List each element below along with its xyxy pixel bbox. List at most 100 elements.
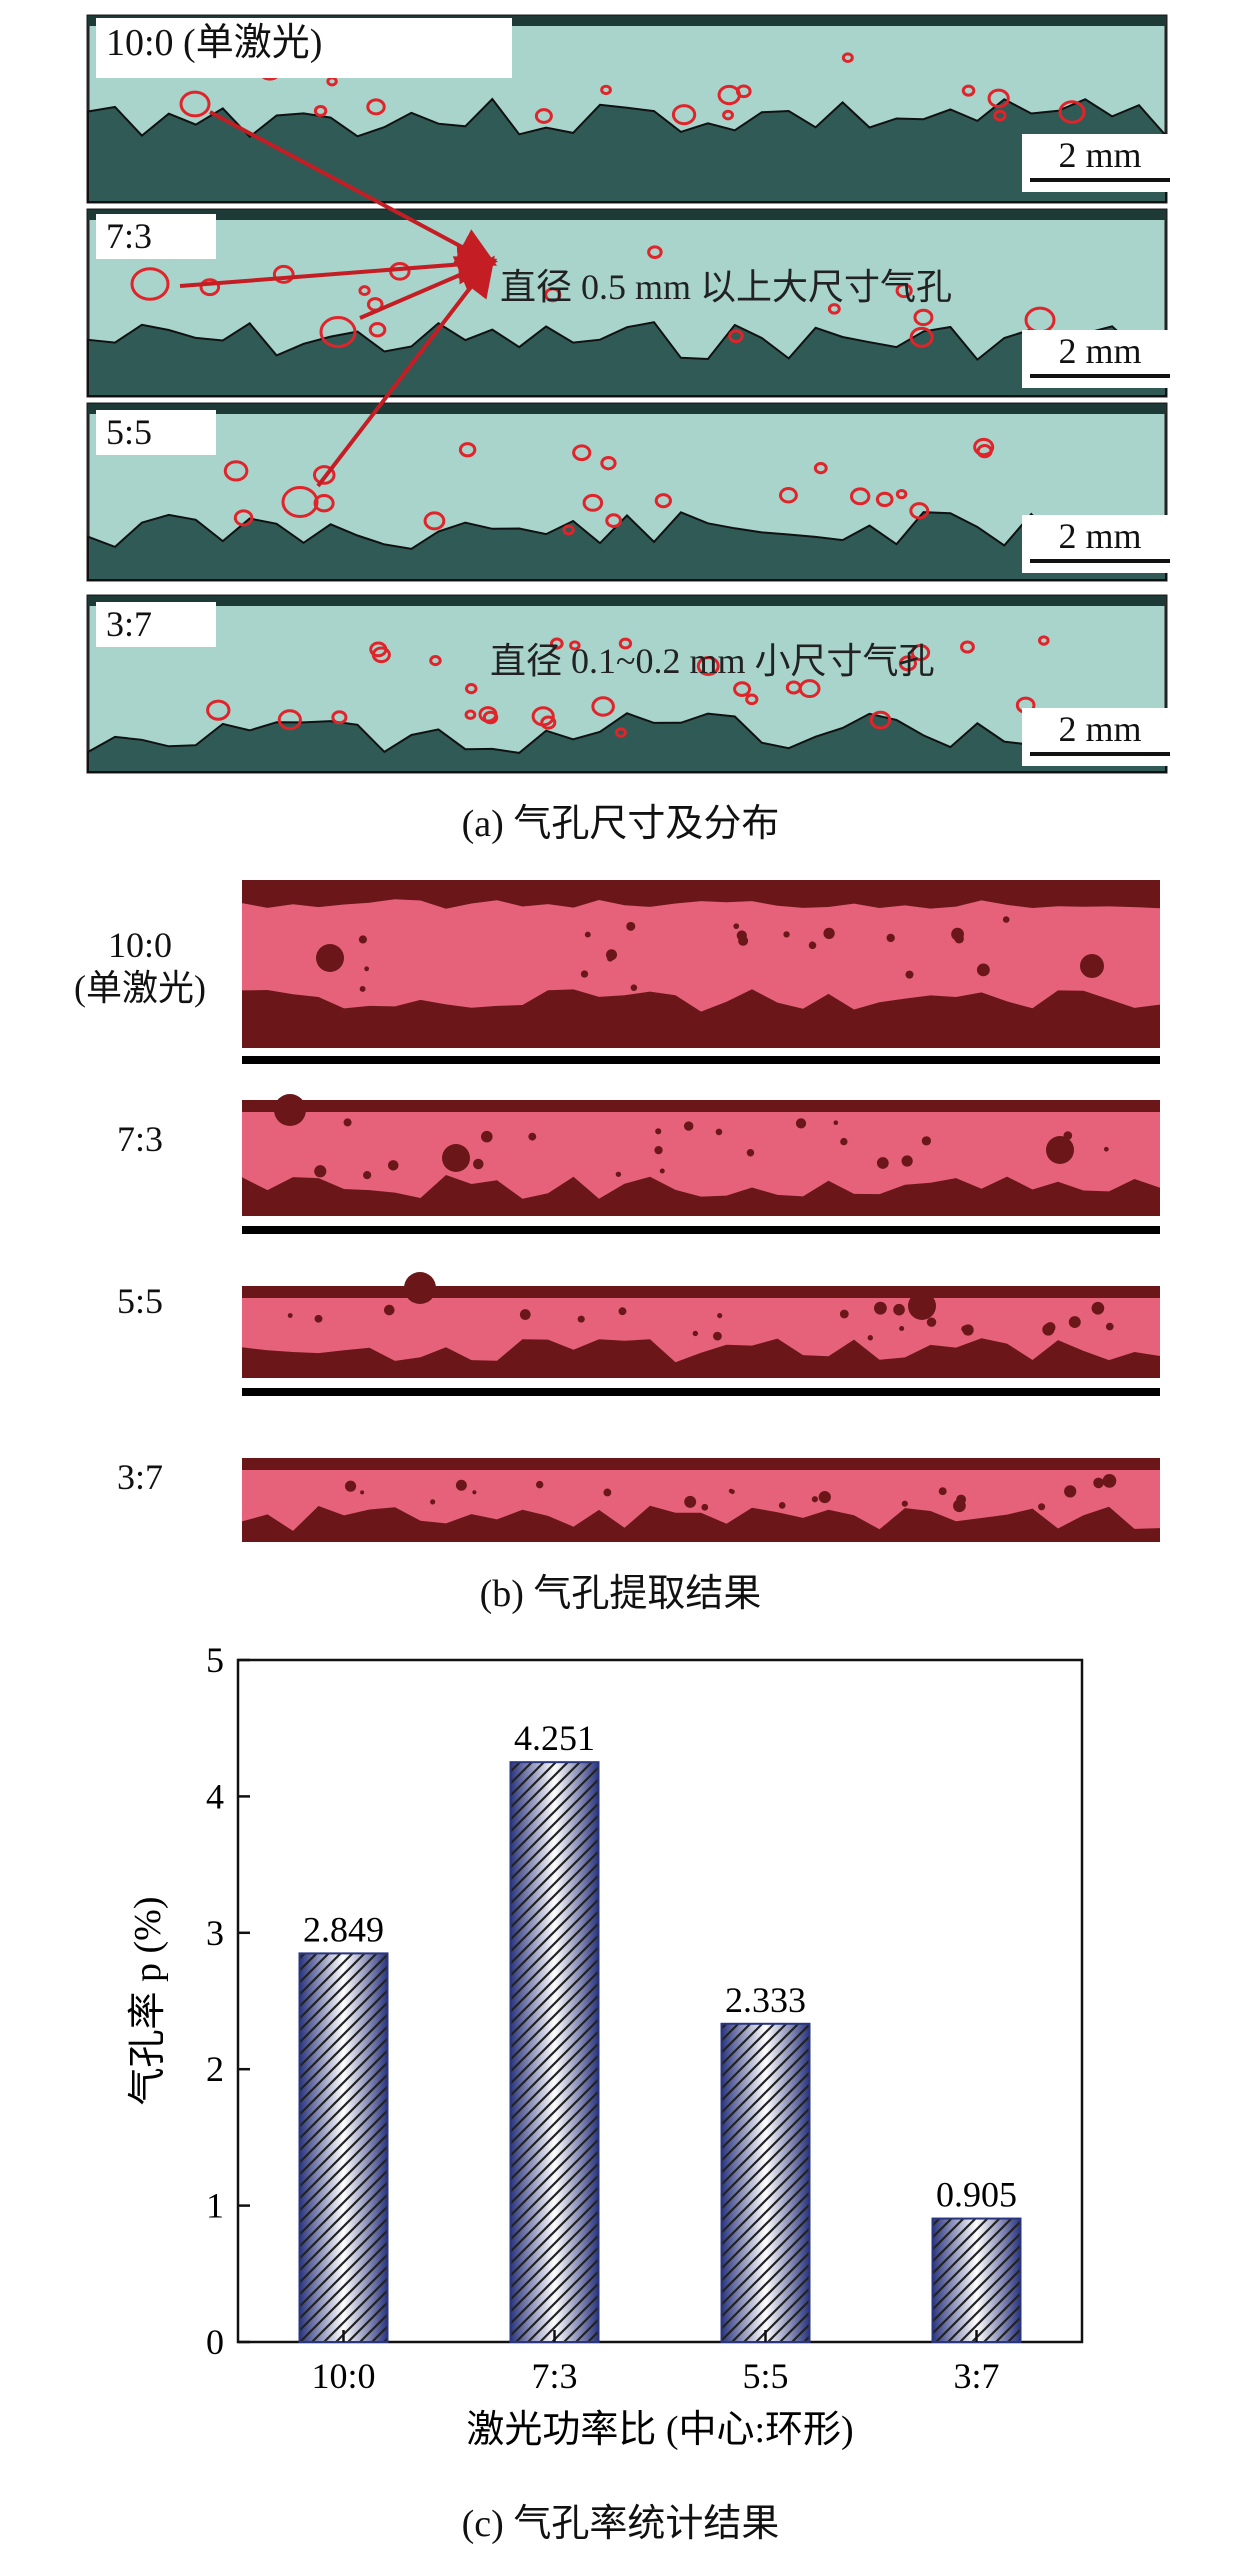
pore-outline bbox=[614, 727, 627, 738]
pore-outline bbox=[895, 283, 913, 299]
pore-outline bbox=[591, 696, 615, 717]
extracted-pore bbox=[344, 1480, 357, 1492]
pore-outline bbox=[534, 108, 553, 124]
pore-outline bbox=[366, 98, 386, 116]
pore-outline bbox=[569, 640, 581, 651]
large-pore-outline bbox=[281, 486, 319, 518]
pore-outline bbox=[582, 493, 604, 512]
pore-outline bbox=[973, 437, 995, 457]
ratio-label-5-5: 5:5 bbox=[116, 1281, 163, 1321]
bar-value-label: 4.251 bbox=[514, 1718, 595, 1758]
annotation-large-pores: 直径 0.5 mm 以上大尺寸气孔 bbox=[500, 267, 953, 307]
extracted-pore bbox=[1068, 1316, 1081, 1329]
extracted-pore bbox=[1064, 1485, 1077, 1498]
extracted-pore bbox=[364, 966, 370, 972]
extracted-pore bbox=[384, 1304, 395, 1316]
pore-outline bbox=[313, 105, 328, 117]
pore-outline bbox=[464, 709, 477, 720]
extracted-pore bbox=[654, 1146, 663, 1155]
pore-outline bbox=[600, 84, 612, 96]
extracted-pore bbox=[630, 984, 638, 991]
x-tick-label: 7:3 bbox=[531, 2356, 577, 2396]
pore-outline bbox=[909, 326, 934, 348]
top-edge bbox=[88, 16, 1166, 26]
extracted-pore bbox=[778, 1501, 786, 1509]
scale-bar-label: 2 mm bbox=[1058, 516, 1142, 556]
pore-outline bbox=[458, 442, 477, 458]
sample-label-3-7: 3:7 bbox=[96, 602, 216, 648]
ratio-label-7-3: 7:3 bbox=[116, 1119, 163, 1159]
pore-outline bbox=[745, 693, 759, 706]
pore-outline bbox=[572, 444, 592, 462]
pore-outline bbox=[206, 699, 231, 721]
pore-outline bbox=[960, 640, 975, 654]
extracted-pore bbox=[1105, 1322, 1114, 1331]
x-tick-label: 3:7 bbox=[953, 2356, 999, 2396]
extracted-pore bbox=[715, 1128, 723, 1136]
pore-outline bbox=[600, 456, 617, 471]
pore-outline bbox=[671, 104, 697, 126]
large-pore-outline bbox=[130, 267, 170, 301]
extracted-pore bbox=[528, 1132, 537, 1141]
sample-label-5-5: 5:5 bbox=[96, 410, 216, 456]
y-axis-label: 气孔率 p (%) bbox=[127, 1897, 169, 2106]
pore-outline bbox=[696, 656, 720, 676]
extracted-pore bbox=[1042, 1323, 1055, 1336]
pore-outline bbox=[562, 524, 575, 536]
pore-outline bbox=[313, 494, 335, 513]
extracted-pore bbox=[893, 1303, 905, 1316]
y-tick-label: 3 bbox=[206, 1913, 224, 1953]
extracted-pore bbox=[577, 1315, 585, 1323]
pore-outline bbox=[798, 679, 821, 699]
extracted-large-pore bbox=[1046, 1136, 1074, 1164]
top-edge bbox=[242, 1056, 1160, 1064]
pore-outline bbox=[849, 487, 871, 506]
extracted-pore bbox=[584, 931, 591, 938]
extracted-pore bbox=[839, 1309, 849, 1319]
bar-value-label: 2.333 bbox=[725, 1980, 806, 2020]
porosity-bar-chart: 0 1 2 3 4 5 2.849 10:0 4.251 7:3 2.333 5:5 0.905 3:7 激… bbox=[127, 1640, 1084, 2451]
extracted-pore bbox=[976, 963, 990, 977]
caption-a: (a) 气孔尺寸及分布 bbox=[461, 803, 780, 845]
pore-outline bbox=[961, 84, 976, 97]
extracted-pore bbox=[905, 970, 914, 979]
pore-outline bbox=[429, 655, 442, 667]
pore-outline bbox=[895, 489, 908, 500]
extracted-pore bbox=[606, 949, 618, 961]
pore-outline bbox=[869, 710, 892, 730]
bar-hatch bbox=[931, 2217, 1022, 2343]
extracted-pore bbox=[840, 1137, 848, 1146]
bar-hatch bbox=[720, 2022, 811, 2343]
caption-b: (b) 气孔提取结果 bbox=[479, 1573, 762, 1615]
extracted-pore bbox=[746, 1149, 755, 1157]
extracted-pore bbox=[899, 1325, 905, 1332]
extracted-pore bbox=[615, 1171, 622, 1177]
pore-outline bbox=[233, 509, 254, 527]
annotation-arrow bbox=[316, 255, 495, 488]
y-tick-label: 4 bbox=[206, 1776, 224, 1816]
top-edge bbox=[88, 596, 1166, 606]
x-axis-label: 激光功率比 (中心:环形) bbox=[466, 2409, 853, 2451]
extracted-large-pore bbox=[316, 944, 344, 972]
plot-frame bbox=[236, 1658, 1084, 2344]
pore-outline bbox=[827, 303, 841, 315]
scale-bar-label: 2 mm bbox=[1058, 709, 1142, 749]
extracted-pore bbox=[795, 1118, 807, 1129]
pore-outline bbox=[909, 502, 930, 520]
extracted-pore bbox=[783, 931, 790, 938]
extracted-pore bbox=[1103, 1146, 1109, 1152]
extracted-pore bbox=[684, 1495, 697, 1508]
extracted-pore bbox=[473, 1158, 484, 1170]
scale-bar-label: 2 mm bbox=[1058, 331, 1142, 371]
extracted-pore bbox=[655, 1128, 662, 1135]
pore-outline bbox=[976, 444, 993, 459]
bar-hatch bbox=[298, 1952, 389, 2343]
pore-outline bbox=[544, 287, 562, 303]
extracted-pore bbox=[481, 1130, 493, 1143]
extracted-pore bbox=[956, 1494, 967, 1505]
extracted-pore bbox=[1102, 1474, 1117, 1488]
base-metal-region bbox=[87, 97, 1167, 203]
extracted-large-pore bbox=[274, 1094, 306, 1126]
extracted-pore bbox=[951, 927, 964, 941]
background-region bbox=[242, 1064, 1160, 1100]
